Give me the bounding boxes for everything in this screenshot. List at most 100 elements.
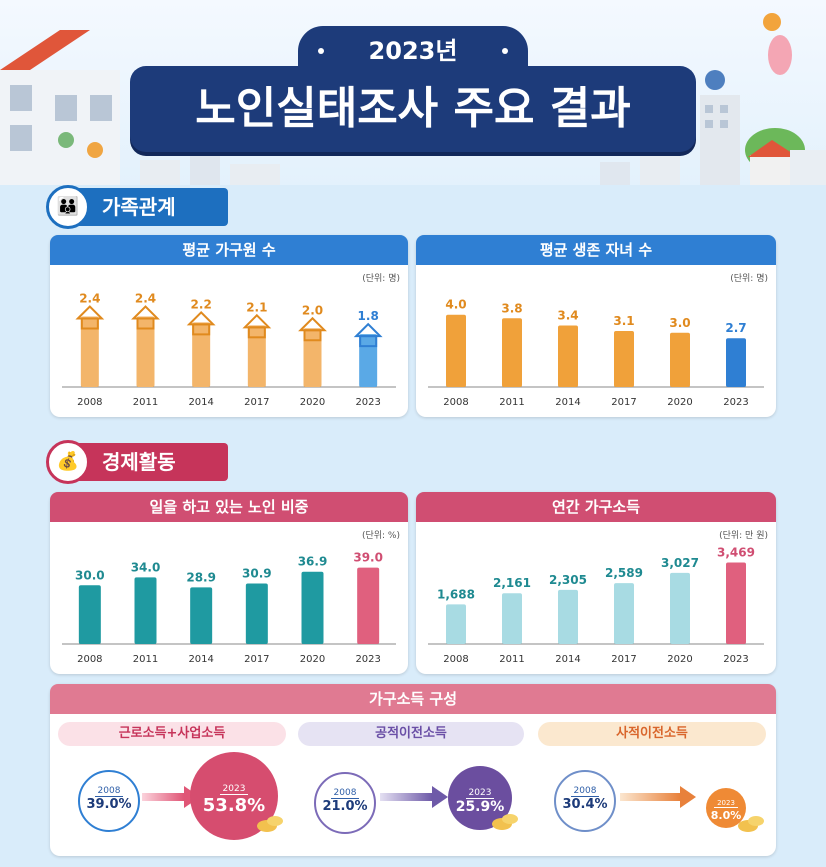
bar	[502, 318, 522, 387]
value-label: 3.8	[501, 301, 522, 315]
bar	[80, 316, 99, 387]
x-tick-label: 2011	[133, 654, 158, 665]
x-tick-label: 2011	[133, 397, 158, 408]
bar	[245, 583, 268, 644]
value-label: 25.9%	[455, 799, 505, 815]
value-label: 30.0	[75, 568, 105, 582]
section-family: 👪 가족관계	[46, 185, 228, 229]
unit-label: (단위: 명)	[730, 274, 768, 284]
x-tick-label: 2023	[723, 654, 748, 665]
city-illustration	[700, 13, 826, 185]
value-label: 3.4	[557, 309, 578, 323]
x-tick-label: 2020	[300, 654, 325, 665]
value-label: 28.9	[186, 570, 216, 584]
family-icon: 👪	[46, 185, 90, 229]
x-tick-label: 2020	[667, 397, 692, 408]
composition-label-labor: 근로소득+사업소득	[58, 722, 286, 746]
arrow-icon	[380, 786, 448, 808]
bar	[303, 328, 322, 387]
value-label: 53.8%	[202, 795, 266, 816]
house-icon	[80, 317, 99, 330]
x-tick-label: 2017	[244, 654, 269, 665]
money-bag-icon: 💰	[46, 440, 90, 484]
year-label: 2023	[714, 799, 738, 808]
bar	[192, 322, 211, 387]
x-tick-label: 2008	[443, 654, 468, 665]
x-tick-label: 2017	[611, 654, 636, 665]
value-label: 2.0	[302, 303, 323, 317]
value-label: 1,688	[437, 587, 475, 601]
circle-labor-2008: 2008 39.0%	[78, 770, 140, 832]
house-icon	[136, 317, 155, 330]
coins-icon	[492, 814, 518, 830]
panel-income-composition: 가구소득 구성 근로소득+사업소득 2008 39.0% 2023 53.8% …	[50, 684, 776, 856]
value-label: 2.2	[191, 297, 212, 311]
value-label: 1.8	[358, 309, 379, 323]
page-title: 노인실태조사 주요 결과	[130, 66, 696, 152]
panel-title: 평균 생존 자녀 수	[416, 235, 776, 265]
house-icon	[359, 335, 378, 348]
x-tick-label: 2023	[723, 397, 748, 408]
x-tick-label: 2014	[188, 654, 213, 665]
section-family-label: 가족관계	[102, 195, 176, 219]
bar	[357, 567, 380, 644]
value-label: 2.4	[79, 292, 100, 306]
panel-children: 평균 생존 자녀 수 (단위: 명) 4.0 2008 3.8 2011 3.4 2014…	[416, 235, 776, 417]
bar	[301, 571, 324, 644]
value-label: 30.9	[242, 566, 272, 580]
x-tick-label: 2014	[555, 654, 580, 665]
bar	[502, 593, 522, 644]
x-tick-label: 2011	[499, 397, 524, 408]
bar	[446, 604, 466, 644]
title-block: 2023년 노인실태조사 주요 결과	[130, 26, 696, 152]
value-label: 3.1	[613, 314, 634, 328]
x-tick-label: 2014	[555, 397, 580, 408]
unit-label: (단위: 명)	[362, 274, 400, 284]
bar	[726, 562, 746, 644]
value-label: 34.0	[131, 560, 161, 574]
bar	[614, 583, 634, 644]
header-banner: 2023년 노인실태조사 주요 결과	[0, 0, 826, 185]
bar	[136, 316, 155, 387]
chart-household-income: 1,688 2008 2,161 2011 2,305 2014 2,589 2017 3,02…	[428, 545, 764, 665]
chart-working-share: 30.0 2008 34.0 2011 28.9 2014 30.9 2017 36.9 2020…	[62, 551, 396, 665]
year-label: 2008	[94, 786, 124, 797]
coins-icon	[257, 816, 283, 832]
composition-label-private: 사적이전소득	[538, 722, 766, 746]
value-label: 30.4%	[562, 797, 608, 812]
section-economy-label: 경제활동	[102, 450, 176, 474]
x-tick-label: 2008	[77, 654, 102, 665]
bar	[670, 332, 690, 387]
chart-children: 4.0 2008 3.8 2011 3.4 2014 3.1 2017 3.0 2020 2.7 20…	[428, 298, 764, 408]
panel-title: 평균 가구원 수	[50, 235, 408, 265]
bar	[134, 577, 157, 644]
x-tick-label: 2020	[667, 654, 692, 665]
bar	[614, 330, 634, 387]
chart-household-size: 2.4 2008 2.4 2011 2.2 2014 2.1 2017 2.0 2020 1.8 20…	[62, 292, 396, 408]
value-label: 2,305	[549, 573, 587, 587]
bar	[190, 587, 213, 644]
value-label: 3,027	[661, 556, 699, 570]
bar	[446, 314, 466, 387]
unit-label: (단위: 만 원)	[719, 531, 768, 541]
value-label: 21.0%	[322, 799, 368, 814]
house-icon	[192, 323, 211, 336]
value-label: 4.0	[445, 298, 466, 312]
panel-household-size: 평균 가구원 수 (단위: 명) 2.4 2008 2.4 2011 2.2 2014 2.…	[50, 235, 408, 417]
value-label: 2,161	[493, 576, 531, 590]
value-label: 3.0	[669, 316, 690, 330]
panel-title: 일을 하고 있는 노인 비중	[50, 492, 408, 522]
bar	[558, 589, 578, 644]
x-tick-label: 2008	[77, 397, 102, 408]
composition-label-public: 공적이전소득	[298, 722, 524, 746]
bar	[558, 325, 578, 387]
value-label: 36.9	[298, 555, 328, 569]
x-tick-label: 2017	[611, 397, 636, 408]
value-label: 2,589	[605, 566, 643, 580]
value-label: 2.1	[246, 300, 267, 314]
panel-working-share: 일을 하고 있는 노인 비중 (단위: %) 30.0 2008 34.0 2011 2…	[50, 492, 408, 674]
arrow-icon	[620, 786, 696, 808]
value-label: 39.0	[353, 551, 383, 565]
x-tick-label: 2023	[355, 654, 380, 665]
panel-title: 연간 가구소득	[416, 492, 776, 522]
